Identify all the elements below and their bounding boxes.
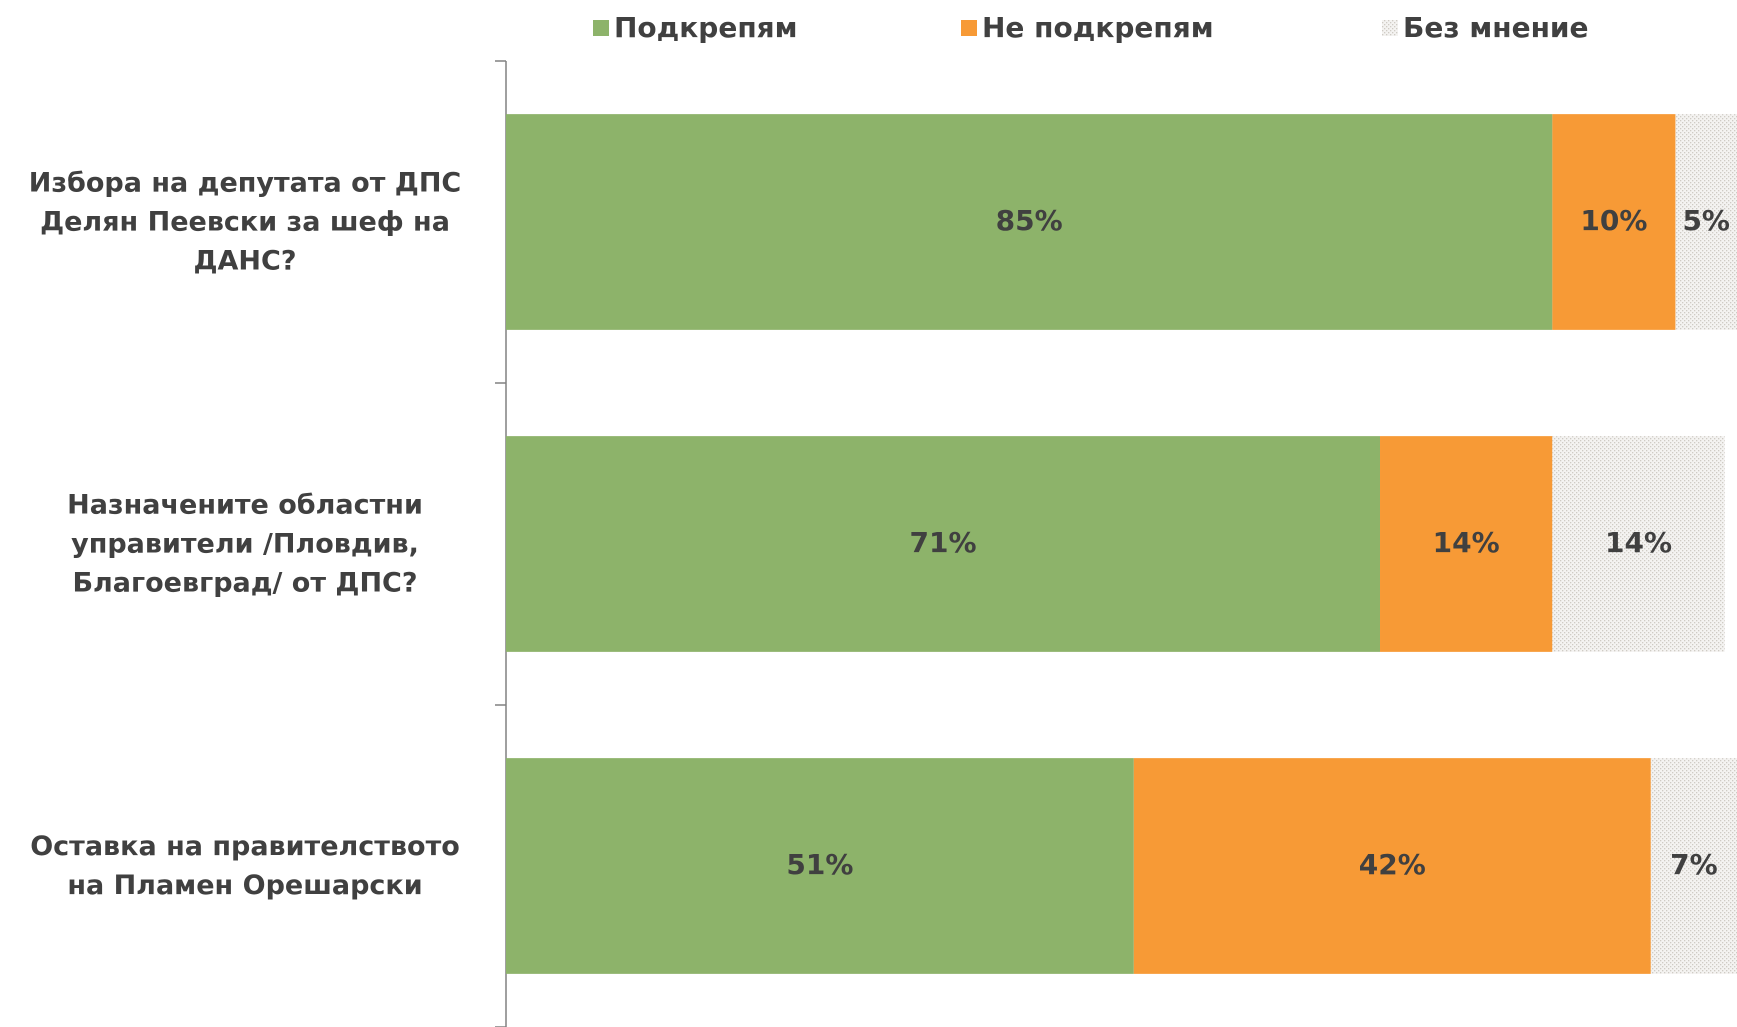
bar-segment xyxy=(1675,114,1737,330)
bar-segment xyxy=(1133,758,1651,974)
value-label: 7% xyxy=(1670,848,1718,881)
value-label: 71% xyxy=(909,526,976,559)
legend-label: Без мнение xyxy=(1403,11,1589,44)
bar-segment xyxy=(1650,758,1737,974)
value-label: 14% xyxy=(1433,526,1500,559)
bar-segment xyxy=(506,114,1553,330)
legend-label: Не подкрепям xyxy=(982,11,1214,44)
value-label: 51% xyxy=(786,848,853,881)
legend-swatch xyxy=(1382,20,1398,36)
category-label: Избора на депутата от ДПС Делян Пеевски … xyxy=(28,167,462,277)
bar-segment xyxy=(506,436,1381,652)
bar-segment xyxy=(1552,114,1676,330)
value-label: 14% xyxy=(1605,526,1672,559)
legend-label: Подкрепям xyxy=(614,11,798,44)
category-label: Оставка на правителството на Пламен Ореш… xyxy=(30,831,460,901)
bar-segment xyxy=(1552,436,1725,652)
value-label: 85% xyxy=(996,204,1063,237)
category-label: Назначените областни управители /Пловдив… xyxy=(67,489,423,599)
value-label: 42% xyxy=(1359,848,1426,881)
value-label: 5% xyxy=(1682,204,1730,237)
legend-swatch xyxy=(961,20,977,36)
value-label: 10% xyxy=(1580,204,1647,237)
bar-segment xyxy=(506,758,1134,974)
legend-swatch xyxy=(593,20,609,36)
bar-segment xyxy=(1380,436,1553,652)
